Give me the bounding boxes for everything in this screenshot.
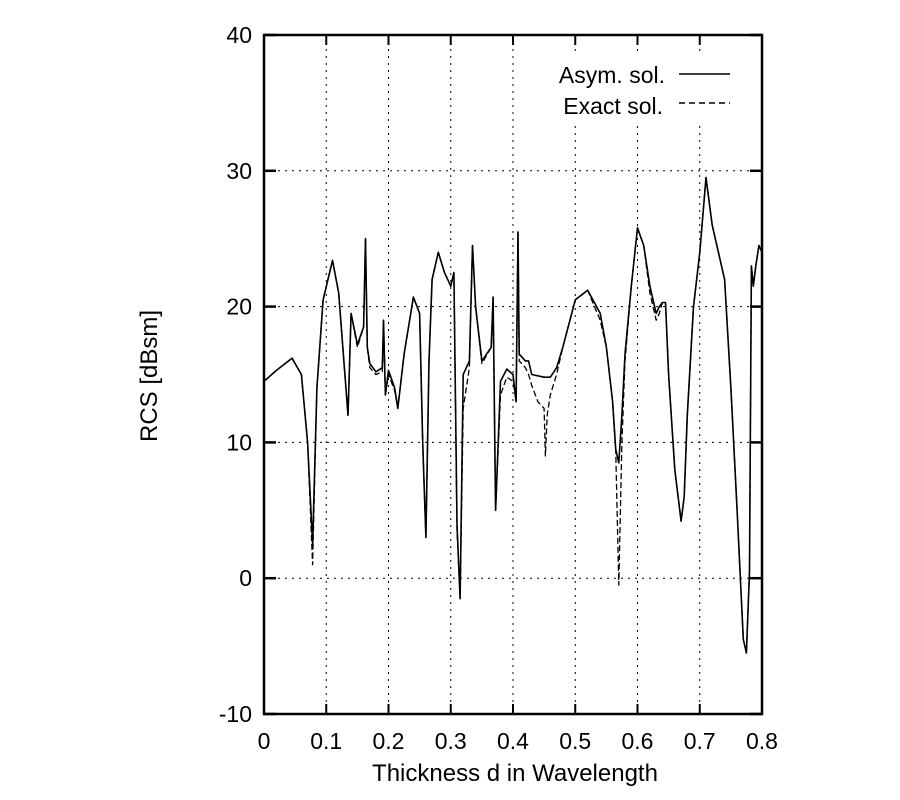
y-tick-label: 0 bbox=[239, 565, 252, 591]
y-tick-label: -10 bbox=[219, 701, 252, 727]
legend: Asym. sol. Exact sol. bbox=[520, 55, 755, 125]
x-axis-title: Thickness d in Wavelength bbox=[372, 760, 658, 787]
x-tick-label: 0 bbox=[258, 728, 271, 754]
legend-label-asym: Asym. sol. bbox=[559, 62, 665, 88]
y-axis-title: RCS [dBsm] bbox=[136, 310, 163, 442]
y-tick-labels: -10 0 10 20 30 40 bbox=[219, 22, 252, 727]
x-tick-label: 0.8 bbox=[746, 728, 778, 754]
x-tick-labels: 0 0.1 0.2 0.3 0.4 0.5 0.6 0.7 0.8 bbox=[258, 728, 778, 754]
x-tick-label: 0.1 bbox=[310, 728, 342, 754]
data-series bbox=[263, 176, 763, 654]
y-tick-label: 40 bbox=[226, 22, 252, 48]
x-tick-label: 0.4 bbox=[497, 728, 529, 754]
axis-ticks bbox=[263, 33, 763, 716]
y-tick-label: 20 bbox=[226, 294, 252, 320]
y-tick-label: 30 bbox=[226, 158, 252, 184]
grid-lines bbox=[264, 35, 762, 714]
x-tick-label: 0.7 bbox=[684, 728, 716, 754]
x-tick-label: 0.6 bbox=[622, 728, 654, 754]
y-tick-label: 10 bbox=[226, 429, 252, 455]
series-asym-sol bbox=[263, 176, 763, 654]
x-tick-label: 0.3 bbox=[435, 728, 467, 754]
x-tick-label: 0.2 bbox=[373, 728, 405, 754]
legend-label-exact: Exact sol. bbox=[563, 93, 663, 119]
x-tick-label: 0.5 bbox=[559, 728, 591, 754]
